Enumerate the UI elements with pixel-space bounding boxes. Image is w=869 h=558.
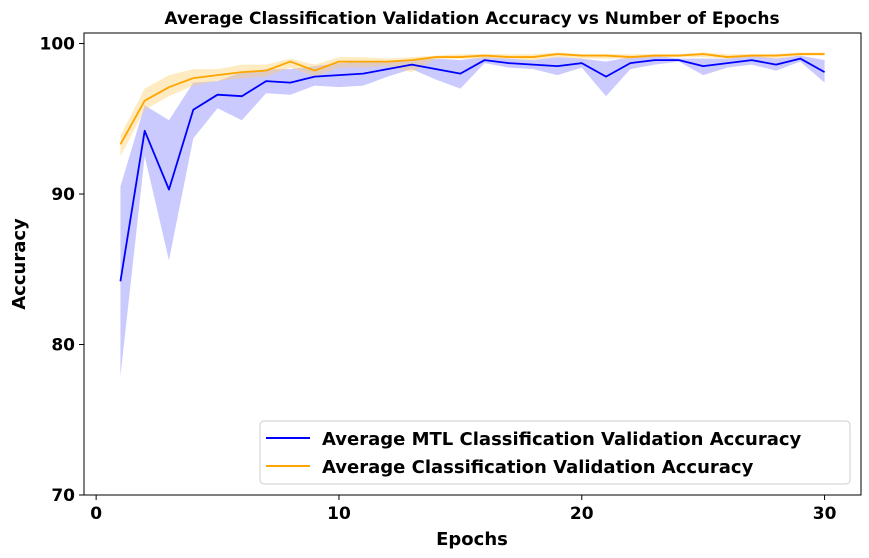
y-tick-label-70: 70 — [51, 486, 75, 506]
plot-frame — [83, 32, 862, 496]
legend-box — [259, 420, 851, 485]
legend: Average MTL Classification Validation Ac… — [259, 420, 851, 485]
x-axis: 0 10 20 30 — [90, 495, 837, 524]
legend-label-mtl: Average MTL Classification Validation Ac… — [322, 429, 802, 450]
band-mtl — [120, 55, 825, 377]
chart-title: Average Classification Validation Accura… — [164, 9, 779, 29]
legend-label-classification: Average Classification Validation Accura… — [322, 457, 754, 478]
y-tick-label-100: 100 — [40, 35, 76, 55]
series-line-mtl — [119, 57, 826, 282]
x-tick-label-0: 0 — [90, 504, 102, 524]
y-axis-label: Accuracy — [9, 218, 30, 310]
series-line-classification — [119, 53, 825, 145]
x-axis-label: Epochs — [436, 529, 508, 550]
confidence-bands — [120, 52, 825, 377]
y-tick-label-90: 90 — [51, 185, 75, 205]
x-tick-label-30: 30 — [813, 504, 837, 524]
x-tick-label-10: 10 — [327, 504, 351, 524]
series-lines — [119, 53, 826, 282]
y-axis: 70 80 90 100 — [40, 35, 84, 506]
y-tick-label-80: 80 — [51, 336, 75, 356]
x-tick-label-20: 20 — [570, 504, 594, 524]
